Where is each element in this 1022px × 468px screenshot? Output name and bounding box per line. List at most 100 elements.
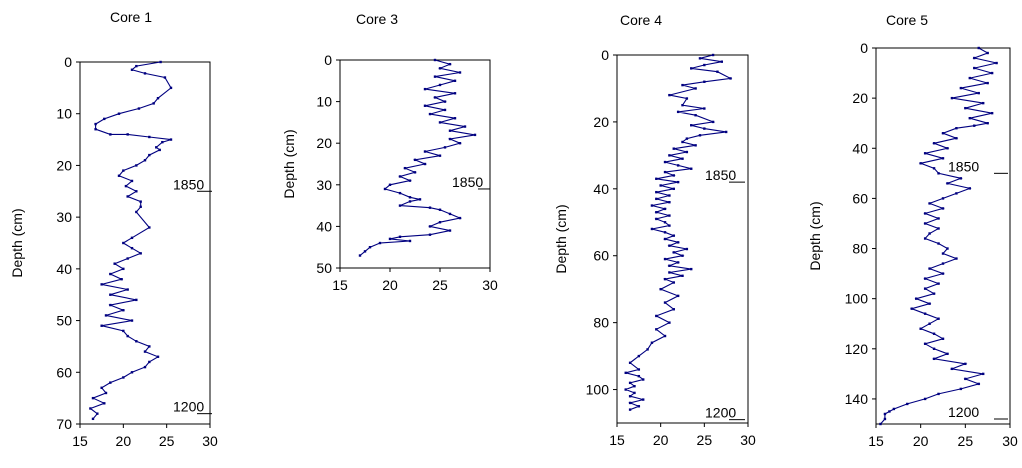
chart-title: Core 1 bbox=[110, 9, 152, 25]
data-point bbox=[120, 278, 123, 281]
data-point bbox=[672, 174, 675, 177]
data-point bbox=[720, 60, 723, 63]
x-tick-label: 25 bbox=[697, 432, 713, 448]
data-point bbox=[655, 190, 658, 194]
data-point bbox=[672, 234, 675, 237]
data-point bbox=[668, 201, 671, 204]
data-point bbox=[681, 254, 684, 257]
data-point bbox=[923, 342, 927, 345]
data-point bbox=[672, 187, 675, 191]
data-point bbox=[448, 229, 452, 232]
x-tick-label: 15 bbox=[609, 432, 625, 448]
data-point bbox=[126, 257, 129, 260]
data-point bbox=[143, 159, 147, 162]
data-point bbox=[968, 116, 971, 120]
data-point bbox=[973, 66, 976, 70]
data-point bbox=[959, 177, 963, 180]
data-point bbox=[443, 100, 447, 103]
data-point bbox=[923, 312, 927, 315]
data-point bbox=[423, 87, 427, 91]
data-point bbox=[438, 221, 442, 224]
x-tick-label: 30 bbox=[1002, 433, 1018, 449]
data-point bbox=[388, 237, 392, 241]
data-point bbox=[458, 71, 462, 74]
data-point bbox=[413, 158, 417, 162]
data-point bbox=[137, 107, 141, 110]
data-point bbox=[428, 112, 432, 116]
data-point bbox=[663, 277, 667, 281]
data-point bbox=[433, 75, 437, 78]
data-point bbox=[663, 207, 667, 211]
data-point bbox=[668, 271, 671, 274]
data-point bbox=[135, 298, 138, 302]
data-point bbox=[681, 157, 684, 160]
data-point bbox=[703, 80, 706, 83]
y-tick-label: 50 bbox=[56, 313, 72, 329]
data-point bbox=[453, 79, 457, 82]
data-point bbox=[152, 102, 155, 105]
data-point bbox=[148, 360, 151, 364]
data-point bbox=[685, 247, 689, 251]
data-point bbox=[982, 372, 985, 376]
y-tick-label: 100 bbox=[845, 291, 869, 307]
data-point bbox=[663, 221, 667, 224]
y-tick-label: 20 bbox=[593, 114, 609, 130]
y-axis-label: Depth (cm) bbox=[553, 204, 569, 273]
data-point bbox=[122, 169, 125, 172]
data-point bbox=[163, 76, 167, 79]
data-point bbox=[928, 202, 931, 205]
data-point bbox=[448, 62, 452, 66]
data-point bbox=[158, 148, 161, 152]
data-point bbox=[672, 308, 675, 311]
data-point bbox=[89, 407, 92, 410]
data-point bbox=[135, 210, 138, 214]
data-point bbox=[668, 93, 671, 97]
data-point bbox=[91, 417, 95, 421]
data-point bbox=[650, 204, 654, 207]
y-tick-label: 0 bbox=[64, 54, 72, 70]
data-point bbox=[637, 405, 641, 408]
data-point bbox=[113, 262, 116, 265]
data-point bbox=[941, 132, 945, 135]
data-point bbox=[946, 182, 949, 185]
data-point bbox=[937, 172, 940, 175]
data-point bbox=[398, 204, 402, 207]
data-point bbox=[463, 125, 467, 128]
data-point bbox=[438, 154, 442, 157]
data-point bbox=[156, 355, 160, 358]
data-point bbox=[624, 388, 627, 391]
date-annotation: 1850 bbox=[705, 167, 736, 183]
x-tick-label: 15 bbox=[72, 433, 88, 449]
data-point bbox=[130, 179, 134, 183]
y-tick-label: 60 bbox=[852, 190, 868, 206]
data-point bbox=[100, 324, 103, 327]
data-point bbox=[155, 146, 158, 149]
data-point bbox=[135, 340, 138, 343]
data-point bbox=[937, 217, 940, 220]
data-point bbox=[946, 247, 949, 250]
data-point bbox=[655, 211, 658, 214]
data-point bbox=[100, 283, 103, 286]
data-point bbox=[694, 114, 697, 117]
data-point bbox=[628, 395, 632, 398]
chart-core-3: Core 4 Depth (cm) 0 20 40 60 80 100 15 20 25 30 1850… bbox=[553, 12, 756, 448]
data-point bbox=[724, 130, 728, 134]
data-point bbox=[937, 227, 940, 230]
data-point bbox=[676, 164, 680, 167]
data-point bbox=[964, 377, 967, 381]
data-point bbox=[130, 68, 134, 71]
data-point bbox=[428, 233, 432, 236]
data-point bbox=[126, 288, 129, 291]
data-point bbox=[408, 239, 412, 243]
data-point bbox=[676, 294, 680, 298]
data-point bbox=[659, 287, 662, 291]
series-line bbox=[89, 61, 172, 420]
data-point bbox=[955, 127, 958, 130]
data-point bbox=[169, 138, 173, 141]
data-point bbox=[453, 92, 457, 95]
data-point bbox=[650, 341, 654, 344]
data-point bbox=[109, 272, 112, 276]
data-point bbox=[423, 150, 427, 153]
y-tick-label: 80 bbox=[852, 241, 868, 257]
chart-title: Core 5 bbox=[886, 12, 928, 28]
